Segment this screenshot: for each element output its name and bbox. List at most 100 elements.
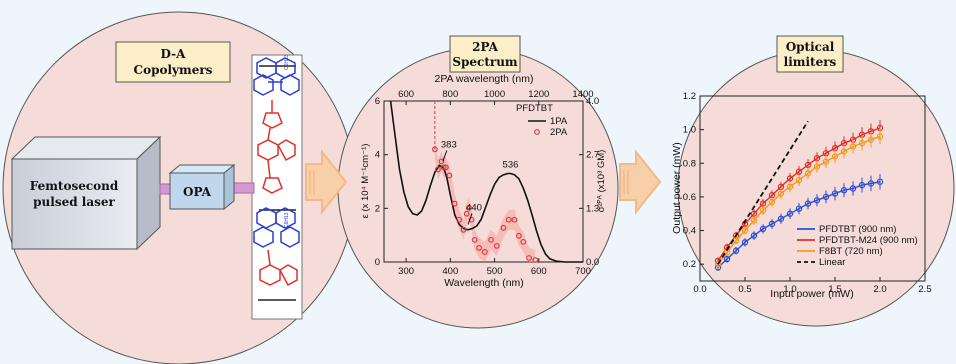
- left-axis-label: ε (x 10⁴ M⁻¹cm⁻¹): [360, 144, 371, 219]
- series-f8bt-point: [714, 260, 722, 268]
- y-tick-label: 0.8: [683, 158, 696, 169]
- twopa-point: [500, 224, 507, 231]
- y-tick-label: 1.2: [683, 91, 696, 102]
- x-axis-label: Input power (mW): [770, 288, 853, 300]
- right-axis-label: σ²ᴾᴬ (x10³ GM): [596, 150, 607, 213]
- twopa-point: [431, 146, 438, 153]
- series-pfdtbt-point: [750, 232, 758, 239]
- series-f8bt-point: [849, 143, 857, 150]
- twopa-point: [488, 236, 494, 243]
- limiting-plot-frame: [699, 95, 926, 282]
- x-axis-label: Wavelength (nm): [444, 277, 524, 289]
- twopa-point: [443, 164, 449, 171]
- legend-pfdtbt-label: PFDTBT (900 nm): [819, 224, 896, 235]
- laser-box: [10, 135, 162, 251]
- series-f8bt-point: [786, 183, 794, 191]
- twopa-point: [471, 236, 478, 243]
- left-tick-label: 6: [375, 96, 380, 107]
- series-pfdtbt-point: [840, 186, 848, 194]
- opa-box: [168, 163, 236, 211]
- series-pfdtbt-point: [759, 225, 767, 233]
- y-tick-label: 0.4: [683, 226, 696, 237]
- series-pfdtbt-point: [849, 185, 857, 192]
- top-tick-label: 1200: [528, 89, 549, 100]
- series-f8bt-point: [822, 158, 830, 165]
- spectrum-label-box: [449, 35, 521, 73]
- spectrum-label-line1: 2PA: [472, 40, 499, 54]
- peak-label: 440: [466, 202, 482, 213]
- twopa-point: [481, 249, 488, 255]
- series-pfdtbt-point: [831, 190, 839, 197]
- right-tick-label: 2.7: [586, 150, 599, 161]
- twopa-point: [466, 204, 472, 211]
- twopa-point: [532, 257, 539, 263]
- peak-pointer: [442, 150, 448, 162]
- x-tick-label: 1.5: [828, 284, 841, 295]
- polymer-structure-image: C6H13 C6H13: [251, 54, 303, 320]
- twopa-point: [505, 216, 512, 223]
- limiters-label-line2: limiters: [784, 55, 837, 69]
- series-pfdtbt-point: [777, 215, 785, 222]
- x-tick-label: 2.0: [873, 284, 886, 295]
- series-pfdtbt-point: [804, 200, 812, 207]
- twopa-error-band: [434, 139, 536, 262]
- legend-2pa-label: 2PA: [550, 127, 568, 138]
- svg-text:C6H13: C6H13: [284, 212, 290, 228]
- x-tick-label: 500: [487, 266, 503, 277]
- series-f8bt-point: [867, 136, 875, 143]
- top-tick-label: 1000: [484, 89, 505, 100]
- right-tick-label: 0.0: [586, 257, 599, 268]
- svg-text:C6H13: C6H13: [284, 54, 290, 70]
- series-pfdtbt-point: [822, 193, 830, 201]
- top-axis-label: 2PA wavelength (nm): [434, 73, 533, 85]
- peak-label: 536: [503, 159, 519, 170]
- spectrum-label-line2: Spectrum: [452, 55, 518, 69]
- twopa-point: [526, 255, 532, 261]
- series-f8bt-point: [813, 163, 821, 170]
- legend-2pa-swatch: [534, 129, 540, 135]
- twopa-point: [435, 166, 441, 173]
- copolymers-label-box: [115, 41, 231, 83]
- twopa-point: [493, 242, 500, 249]
- y-tick-label: 0.6: [683, 192, 696, 203]
- twopa-point: [446, 172, 453, 179]
- opa-label: OPA: [183, 185, 212, 199]
- spectrum-plot-frame: [383, 100, 584, 263]
- x-tick-label: 1.0: [783, 284, 796, 295]
- twopa-point: [476, 245, 482, 251]
- series-pfdtbt-point: [732, 247, 740, 254]
- top-tick-label: 600: [398, 89, 414, 100]
- series-pfdtbt-point: [723, 255, 731, 263]
- y-tick-label: 1.0: [683, 125, 696, 136]
- arrow-icon: [305, 149, 348, 215]
- spectrum-chart: 2PA wavelength (nm) Wavelength (nm) ε (x…: [360, 73, 607, 289]
- series-1pa-line: [389, 100, 583, 263]
- twopa-point: [456, 216, 463, 223]
- laser-label-line1: Femtosecond: [30, 179, 119, 193]
- series-f8bt-point: [804, 170, 812, 177]
- legend-m24-label: PFDTBT-M24 (900 nm): [819, 235, 918, 246]
- limiting-chart: Input power (mW) Output power (mW) 0.0 0.…: [671, 91, 932, 300]
- series-pfdtbt-point: [876, 178, 884, 185]
- series-pfdtbt-m24-point: [795, 168, 803, 175]
- series-pfdtbt-point: [867, 180, 875, 187]
- twopa-point: [520, 238, 527, 245]
- right-tick-label: 1.3: [586, 203, 599, 214]
- series-pfdtbt-point: [741, 239, 749, 246]
- y-axis-label: Output power (mW): [671, 142, 683, 234]
- twopa-point: [438, 158, 445, 165]
- series-f8bt-point: [876, 133, 884, 140]
- laser-label-line2: pulsed laser: [33, 195, 115, 209]
- legend-title: PFDTBT: [516, 103, 553, 114]
- series-f8bt-point: [840, 148, 848, 155]
- legend: PFDTBT (900 nm) PFDTBT-M24 (900 nm) F8BT…: [797, 224, 918, 268]
- x-tick-label: 0.0: [693, 284, 706, 295]
- twopa-point: [511, 216, 518, 223]
- peak-pointer: [467, 213, 473, 225]
- copolymers-label-line2: Copolymers: [134, 63, 213, 77]
- right-circle: [677, 49, 955, 327]
- series-linear-line: [717, 120, 809, 265]
- twopa-point: [440, 164, 447, 171]
